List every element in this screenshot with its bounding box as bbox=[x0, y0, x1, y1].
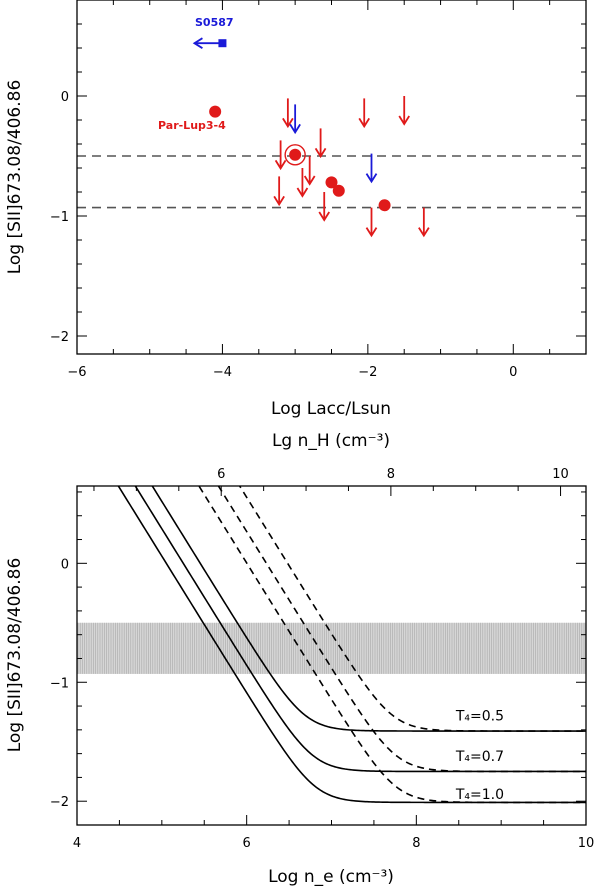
upper-limit-blue-1 bbox=[365, 153, 378, 184]
upper-limit-red-2 bbox=[398, 96, 410, 126]
reference-lines bbox=[77, 155, 586, 209]
upper-limit-red-9 bbox=[365, 207, 378, 238]
bottom-top-xtick-label: 8 bbox=[387, 467, 395, 482]
bottom-top-x-axis-label: Lg n_H (cm⁻³) bbox=[272, 431, 390, 451]
annotation-par-lup3-4: Par-Lup3-4 bbox=[158, 119, 226, 132]
model-curves bbox=[117, 486, 586, 804]
curve-label-2: T₄=1.0 bbox=[455, 787, 504, 803]
upper-limit-red-4-head bbox=[274, 159, 287, 171]
upper-limit-red-4 bbox=[274, 140, 287, 171]
upper-limit-red-1-head bbox=[358, 117, 370, 129]
bottom-xtick-label: 4 bbox=[73, 836, 81, 851]
bottom-y-axis-label: Log [SII]673.08/406.86 bbox=[5, 558, 25, 753]
upper-limit-blue-0-head bbox=[289, 123, 301, 135]
detection-point-3 bbox=[332, 184, 345, 197]
detection-point-2 bbox=[325, 176, 338, 189]
bottom-xtick-label: 10 bbox=[578, 836, 595, 851]
bottom-axis-ticks: 4 6 8 10 6 8 10 −2 −1 0 bbox=[50, 467, 594, 851]
top-xtick-label: −2 bbox=[358, 365, 377, 380]
detection-point-1 bbox=[289, 148, 302, 161]
model-curve-3 bbox=[238, 486, 586, 732]
circled-detection-ring bbox=[284, 144, 306, 166]
bottom-ytick-label: 0 bbox=[61, 557, 69, 572]
upper-limit-red-7-head bbox=[296, 187, 309, 198]
curve-labels: T₄=0.5 T₄=0.7 T₄=1.0 bbox=[455, 708, 504, 803]
upper-limit-red-3 bbox=[314, 128, 327, 159]
bottom-xtick-label: 6 bbox=[243, 836, 251, 851]
model-curve-4 bbox=[217, 486, 586, 773]
bottom-xtick-label: 8 bbox=[412, 836, 420, 851]
line-panel: 4 6 8 10 6 8 10 −2 −1 0 T₄=0.5 T₄=0.7 T₄=1.0 Lg n_H… bbox=[5, 431, 594, 887]
shaded-band-fill bbox=[77, 622, 586, 674]
top-ytick-label: −2 bbox=[50, 330, 69, 345]
upper-limit-red-6-head bbox=[273, 195, 285, 207]
upper-limit-red-5-head bbox=[303, 175, 316, 186]
top-ytick-label: −1 bbox=[50, 210, 69, 225]
model-curve-2 bbox=[117, 486, 586, 804]
upper-limit-red-5 bbox=[303, 156, 316, 186]
upper-limit-red-9-head bbox=[365, 227, 378, 238]
model-curve-1 bbox=[134, 486, 586, 773]
top-xtick-label: −4 bbox=[213, 365, 232, 380]
top-x-axis-label: Log Lacc/Lsun bbox=[271, 399, 391, 419]
upper-limit-blue-1-head bbox=[365, 173, 378, 184]
upper-limit-red-8-head bbox=[318, 211, 330, 222]
upper-limit-red-2-head bbox=[398, 115, 410, 126]
top-axis-ticks: −6 −4 −2 0 −2 −1 0 bbox=[50, 0, 587, 380]
bottom-x-axis-label: Log n_e (cm⁻³) bbox=[268, 867, 394, 887]
upper-limit-red-0 bbox=[282, 98, 294, 129]
top-y-axis-label: Log [SII]673.08/406.86 bbox=[5, 80, 25, 275]
upper-limit-red-0-head bbox=[282, 117, 294, 129]
upper-limit-red-3-head bbox=[314, 147, 327, 159]
upper-limit-red-10 bbox=[418, 207, 430, 238]
upper-limit-red-8 bbox=[318, 192, 330, 222]
data-marks bbox=[192, 37, 430, 238]
detection-point-0 bbox=[209, 105, 222, 118]
bottom-ytick-label: −1 bbox=[50, 676, 69, 691]
upper-limit-red-7 bbox=[296, 168, 309, 198]
shaded-band bbox=[77, 622, 586, 674]
upper-limit-red-1 bbox=[358, 98, 370, 129]
upper-limit-red-10-head bbox=[418, 227, 430, 238]
bottom-top-xtick-label: 10 bbox=[552, 467, 569, 482]
top-xtick-label: −6 bbox=[67, 365, 86, 380]
annotation-s0587: S0587 bbox=[195, 16, 234, 29]
top-ytick-label: 0 bbox=[61, 90, 69, 105]
left-limit-head bbox=[192, 37, 203, 49]
curve-label-0: T₄=0.5 bbox=[455, 708, 504, 724]
bottom-ytick-label: −2 bbox=[50, 795, 69, 810]
upper-limit-blue-0 bbox=[289, 104, 301, 135]
detection-point-4 bbox=[378, 199, 391, 212]
upper-limit-red-6 bbox=[273, 176, 285, 207]
bottom-top-xtick-label: 6 bbox=[217, 467, 225, 482]
curve-label-1: T₄=0.7 bbox=[455, 749, 504, 765]
top-xtick-label: 0 bbox=[509, 365, 517, 380]
scatter-panel: −6 −4 −2 0 −2 −1 0 S0587 Par-Lup3-4 Log Lacc/L… bbox=[5, 0, 587, 419]
left-limit-s0587 bbox=[192, 37, 227, 49]
model-curve-5 bbox=[197, 486, 586, 804]
